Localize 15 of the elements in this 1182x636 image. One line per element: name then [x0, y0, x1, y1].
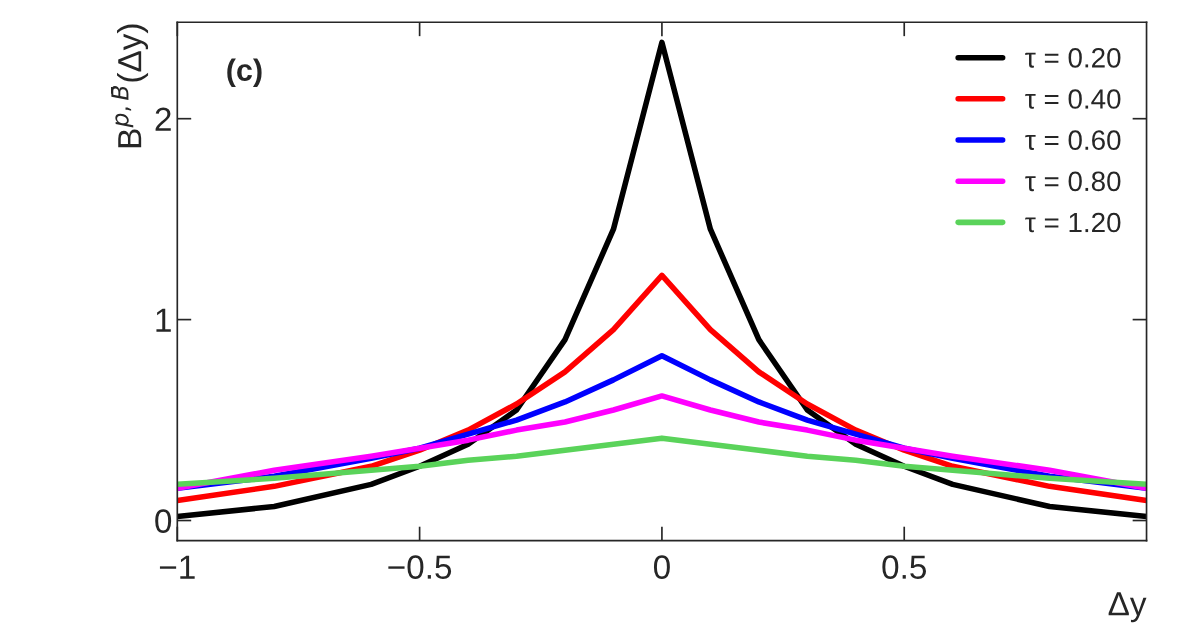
- y-tick-label: 0: [155, 509, 172, 533]
- x-tick-label: 0.5: [882, 555, 926, 579]
- y-axis-title: B$^{p,B̄}$(Δy): [111, 24, 149, 148]
- y-tick-label: 1: [156, 308, 171, 332]
- annotation: (c): [227, 58, 262, 88]
- x-tick-label: 0: [653, 555, 670, 579]
- x-tick-label: −1: [159, 555, 195, 579]
- legend-label: τ = 1.20: [1025, 212, 1121, 233]
- y-tick-label: 2: [155, 107, 171, 131]
- legend-label: τ = 0.40: [1025, 89, 1121, 109]
- x-axis-title: Δy: [1108, 592, 1147, 623]
- legend-label: τ = 0.80: [1025, 171, 1121, 192]
- legend-label: τ = 0.20: [1025, 47, 1121, 68]
- x-tick-label: −0.5: [388, 555, 452, 579]
- legend-label: τ = 0.60: [1025, 130, 1121, 151]
